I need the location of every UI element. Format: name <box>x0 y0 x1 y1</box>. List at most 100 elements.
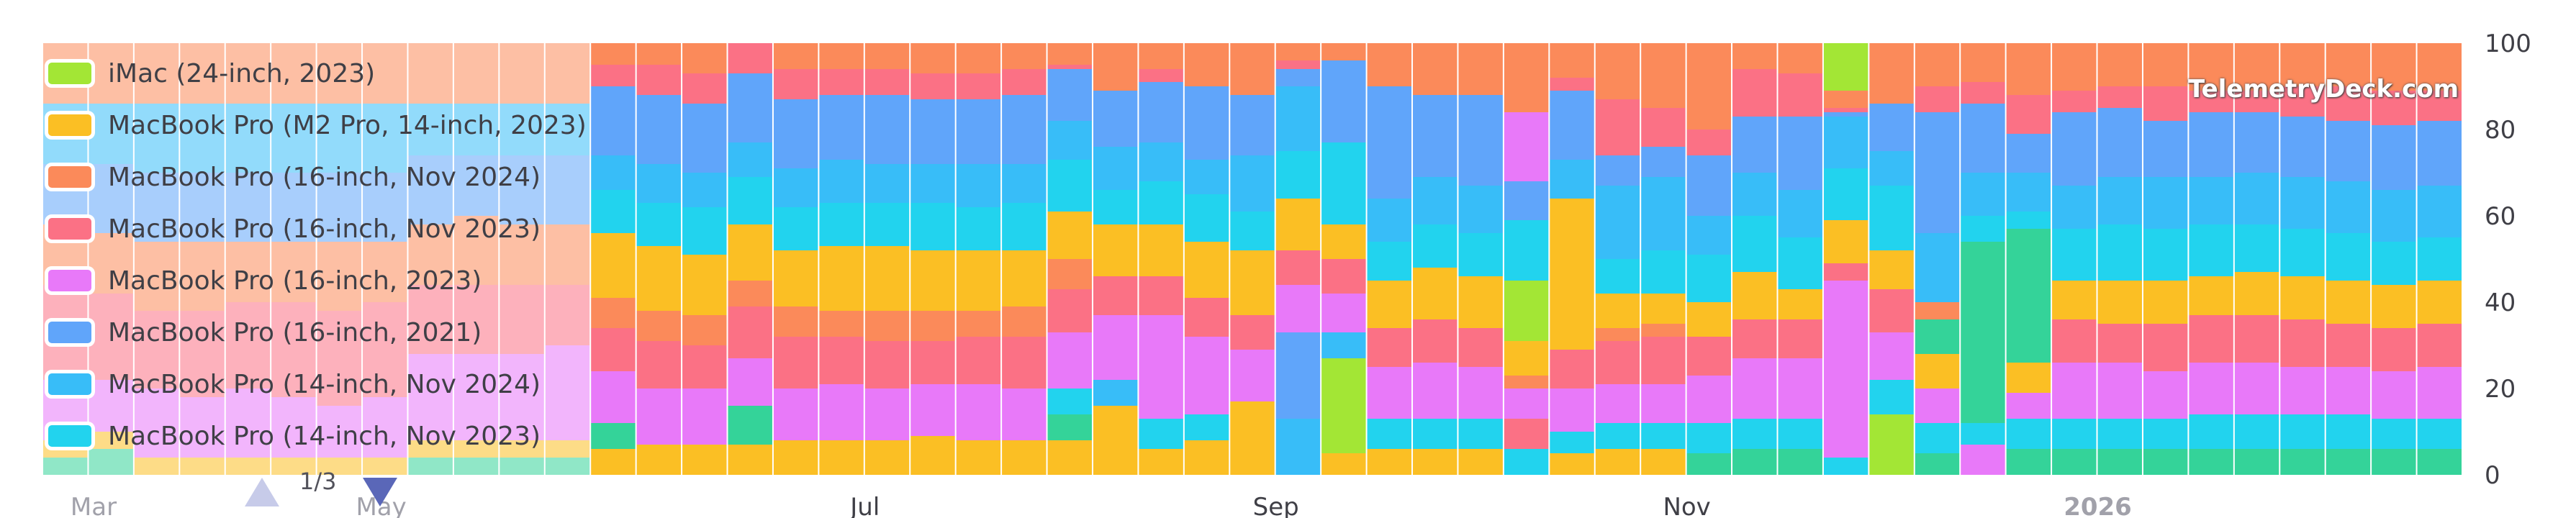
bar-segment[interactable] <box>1595 99 1640 155</box>
bar-segment[interactable] <box>682 255 727 315</box>
bar-segment[interactable] <box>2189 177 2233 224</box>
bar-segment[interactable] <box>819 95 864 160</box>
legend-item[interactable]: MacBook Pro (14-inch, Nov 2023) <box>45 410 606 462</box>
bar-segment[interactable] <box>1869 186 1914 250</box>
bar-segment[interactable] <box>1139 276 1183 315</box>
bar-segment[interactable] <box>1458 233 1503 276</box>
bar-segment[interactable] <box>819 69 864 95</box>
bar-segment[interactable] <box>1093 276 1138 315</box>
bar-segment[interactable] <box>453 285 499 354</box>
bar-segment[interactable] <box>1823 91 1868 108</box>
bar-segment[interactable] <box>864 388 910 440</box>
bar-segment[interactable] <box>1047 121 1092 160</box>
bar-segment[interactable] <box>2097 363 2142 419</box>
bar-segment[interactable] <box>728 406 772 445</box>
bar-segment[interactable] <box>728 73 772 142</box>
bar-segment[interactable] <box>682 73 727 104</box>
bar-segment[interactable] <box>271 173 316 242</box>
bar-segment[interactable] <box>2189 112 2233 177</box>
bar-segment[interactable] <box>1321 43 1366 60</box>
bar-segment[interactable] <box>1047 43 1092 65</box>
bar-segment[interactable] <box>2280 177 2325 229</box>
bar-segment[interactable] <box>1504 376 1549 388</box>
bar-segment[interactable] <box>1595 43 1640 99</box>
bar-segment[interactable] <box>2234 315 2279 363</box>
bar-segment[interactable] <box>773 388 818 440</box>
bar-segment[interactable] <box>1915 319 1960 354</box>
bar-segment[interactable] <box>956 250 1001 311</box>
bar-segment[interactable] <box>1275 419 1321 475</box>
bar-segment[interactable] <box>363 43 407 104</box>
bar-segment[interactable] <box>2097 43 2142 86</box>
bar-segment[interactable] <box>89 380 133 432</box>
bar-segment[interactable] <box>773 440 818 475</box>
bar-segment[interactable] <box>2417 121 2462 186</box>
bar-segment[interactable] <box>2189 363 2233 414</box>
bar-segment[interactable] <box>1778 237 1822 289</box>
bar-segment[interactable] <box>1778 358 1822 419</box>
bar-segment[interactable] <box>1230 212 1275 250</box>
bar-segment[interactable] <box>1915 302 1960 319</box>
bar-segment[interactable] <box>271 104 316 173</box>
legend-item[interactable]: MacBook Pro (M2 Pro, 14-inch, 2023) <box>45 99 606 151</box>
bar-segment[interactable] <box>2052 229 2097 281</box>
bar-segment[interactable] <box>1321 224 1366 259</box>
bar-segment[interactable] <box>500 285 544 354</box>
bar-segment[interactable] <box>317 406 362 458</box>
bar-segment[interactable] <box>1275 199 1321 250</box>
bar-segment[interactable] <box>1230 95 1275 155</box>
bar-segment[interactable] <box>1047 440 1092 475</box>
bar-segment[interactable] <box>682 173 727 207</box>
bar-segment[interactable] <box>1686 423 1732 453</box>
bar-segment[interactable] <box>1732 419 1777 449</box>
bar-segment[interactable] <box>2006 393 2051 419</box>
bar-segment[interactable] <box>864 440 910 475</box>
bar-segment[interactable] <box>591 43 636 65</box>
bar-segment[interactable] <box>2372 371 2416 419</box>
bar-segment[interactable] <box>956 43 1001 73</box>
bar-segment[interactable] <box>1641 250 1686 294</box>
bar-segment[interactable] <box>773 207 818 250</box>
bar-segment[interactable] <box>2189 43 2233 91</box>
bar-segment[interactable] <box>1778 319 1822 358</box>
bar-segment[interactable] <box>1686 216 1732 255</box>
bar-segment[interactable] <box>1184 160 1229 194</box>
bar-segment[interactable] <box>180 397 225 458</box>
bar-segment[interactable] <box>1823 112 1868 117</box>
bar-segment[interactable] <box>1823 117 1868 168</box>
bar-segment[interactable] <box>1275 86 1321 151</box>
bar-segment[interactable] <box>1047 69 1092 121</box>
bar-segment[interactable] <box>2006 449 2051 475</box>
bar-segment[interactable] <box>910 164 955 203</box>
bar-segment[interactable] <box>636 65 682 95</box>
bar-segment[interactable] <box>2052 419 2097 449</box>
bar-segment[interactable] <box>1732 319 1777 358</box>
bar-segment[interactable] <box>1961 216 2005 242</box>
bar-segment[interactable] <box>2052 363 2097 419</box>
bar-segment[interactable] <box>1732 449 1777 475</box>
bar-segment[interactable] <box>1641 449 1686 475</box>
bar-segment[interactable] <box>89 432 133 449</box>
bar-segment[interactable] <box>1641 147 1686 177</box>
bar-segment[interactable] <box>2280 43 2325 86</box>
bar-segment[interactable] <box>134 242 179 311</box>
bar-segment[interactable] <box>1641 324 1686 337</box>
bar-segment[interactable] <box>1184 440 1229 475</box>
bar-segment[interactable] <box>1413 268 1458 319</box>
bar-segment[interactable] <box>545 285 590 345</box>
bar-segment[interactable] <box>1595 294 1640 328</box>
bar-segment[interactable] <box>1367 86 1412 199</box>
pager-up-icon[interactable] <box>245 478 279 506</box>
bar-segment[interactable] <box>1915 423 1960 453</box>
bar-segment[interactable] <box>1002 388 1047 440</box>
bar-segment[interactable] <box>1595 423 1640 449</box>
bar-segment[interactable] <box>1869 380 1914 414</box>
bar-segment[interactable] <box>453 155 499 216</box>
bar-segment[interactable] <box>1458 276 1503 328</box>
bar-segment[interactable] <box>545 458 590 475</box>
bar-segment[interactable] <box>2234 43 2279 91</box>
bar-segment[interactable] <box>2097 224 2142 281</box>
bar-segment[interactable] <box>1961 82 2005 104</box>
bar-segment[interactable] <box>1686 302 1732 337</box>
bar-segment[interactable] <box>636 203 682 246</box>
